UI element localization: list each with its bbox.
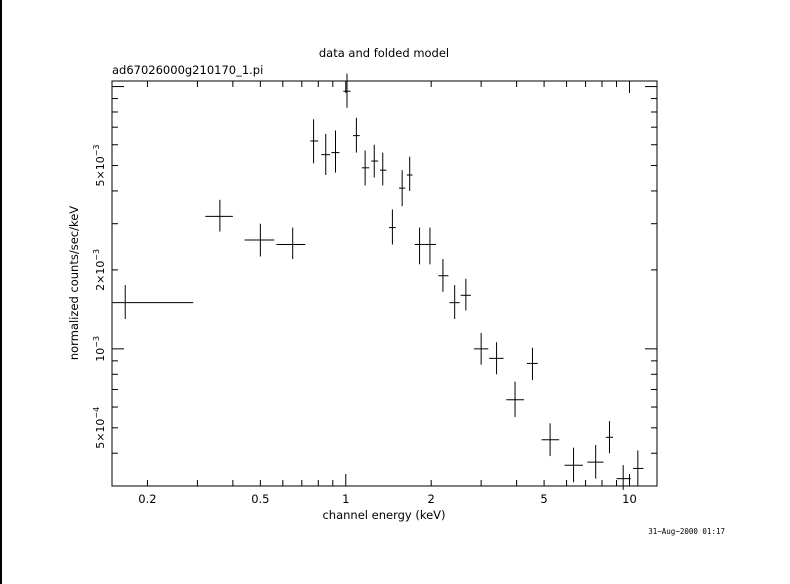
footer-timestamp: 31−Aug−2000 01:17	[648, 527, 725, 536]
data-point	[460, 278, 471, 311]
data-point	[506, 381, 525, 417]
data-point	[379, 152, 387, 186]
data-point	[489, 342, 504, 375]
data-point	[352, 117, 360, 153]
data-point	[449, 285, 460, 319]
data-point	[398, 170, 406, 207]
data-point	[414, 227, 425, 265]
x-tick-label: 2	[428, 492, 435, 506]
data-point	[112, 285, 194, 319]
data-point	[633, 450, 644, 486]
axes-layer: 0.2 0.5 1 2 5 105×10−410−32×10−35×10−3	[92, 81, 657, 506]
data-point	[526, 347, 538, 381]
y-tick-label: 2×10−3	[92, 249, 107, 291]
y-tick-label-text: 10−3	[92, 336, 107, 362]
x-tick-label: 1	[342, 492, 349, 506]
data-point	[438, 259, 449, 292]
data-point	[276, 227, 306, 260]
chart-subtitle: ad67026000g210170_1.pi	[112, 63, 263, 77]
y-tick-mantissa: 2×10	[94, 261, 107, 291]
data-point	[244, 223, 275, 257]
data-point	[587, 444, 604, 479]
y-axis-label: normalized counts/sec/keV	[67, 206, 81, 360]
y-tick-label-text: 5×10−4	[92, 407, 107, 449]
y-tick-exponent: −3	[92, 145, 101, 157]
y-tick-exponent: −4	[92, 407, 101, 419]
data-point	[371, 144, 379, 178]
data-point	[321, 133, 331, 176]
data-point	[331, 130, 340, 173]
data-point	[205, 199, 233, 232]
y-tick-label: 5×10−3	[92, 145, 107, 187]
y-tick-mantissa: 5×10	[94, 419, 107, 449]
y-tick-label-text: 5×10−3	[92, 145, 107, 187]
data-point	[541, 423, 560, 457]
y-tick-label-text: 2×10−3	[92, 249, 107, 291]
data-point	[406, 156, 413, 191]
data-layer	[112, 73, 644, 490]
y-tick-mantissa: 10	[94, 348, 107, 362]
x-axis-label: channel energy (keV)	[322, 508, 445, 522]
x-tick-label: 0.5	[251, 492, 269, 506]
x-tick-label: 5	[540, 492, 547, 506]
data-point	[616, 465, 631, 490]
y-tick-mantissa: 5×10	[94, 156, 107, 186]
data-point	[605, 421, 614, 454]
y-tick-exponent: −3	[92, 336, 101, 348]
data-point	[424, 227, 437, 265]
y-tick-exponent: −3	[92, 249, 101, 261]
data-point	[473, 332, 489, 365]
x-tick-label: 10	[622, 492, 637, 506]
data-point	[343, 73, 351, 108]
plot-frame	[111, 80, 658, 487]
data-point	[564, 447, 583, 483]
y-tick-label: 10−3	[92, 336, 107, 362]
chart-title: data and folded model	[319, 46, 449, 60]
data-point	[310, 119, 319, 164]
data-point	[388, 209, 396, 245]
y-tick-label: 5×10−4	[92, 407, 107, 449]
data-point	[361, 150, 370, 186]
left-border	[0, 0, 2, 584]
x-tick-label: 0.2	[138, 492, 156, 506]
